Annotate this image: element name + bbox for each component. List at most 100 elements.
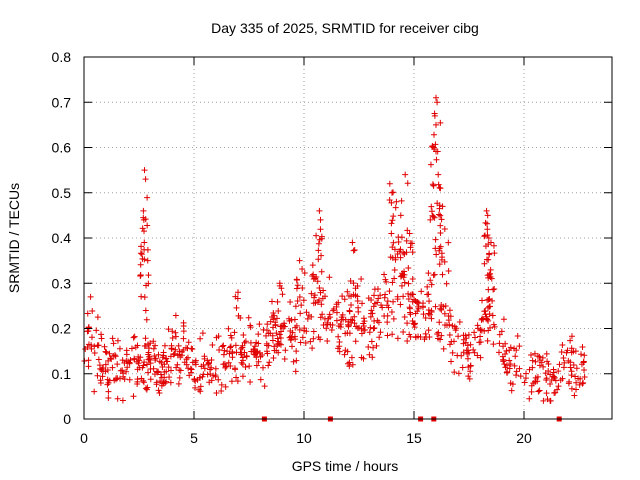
data-point — [335, 333, 342, 340]
data-point — [342, 316, 349, 323]
data-point — [257, 376, 264, 383]
data-point — [389, 331, 396, 338]
peak-cluster-point — [137, 261, 144, 268]
data-point — [465, 331, 472, 338]
peak-point — [435, 171, 442, 178]
data-point — [474, 352, 481, 359]
data-point — [110, 340, 117, 347]
data-point — [195, 386, 202, 393]
data-point — [385, 304, 392, 311]
data-point — [556, 361, 563, 368]
data-point — [563, 349, 570, 356]
data-point — [261, 383, 268, 390]
data-point — [369, 310, 376, 317]
data-point — [543, 350, 550, 357]
data-point — [528, 382, 535, 389]
data-point — [548, 377, 555, 384]
data-point — [204, 371, 211, 378]
data-point — [299, 285, 306, 292]
peak-cluster-point — [482, 243, 489, 250]
data-point — [437, 336, 444, 343]
data-point — [191, 375, 198, 382]
y-tick-label: 0.2 — [52, 321, 72, 337]
data-point — [114, 361, 121, 368]
peak-cluster-point — [311, 292, 318, 299]
peak-cluster-point — [318, 233, 325, 240]
data-point — [108, 356, 115, 363]
peak-point — [141, 167, 148, 174]
data-point — [328, 327, 335, 334]
data-point — [367, 324, 374, 331]
data-point — [390, 298, 397, 305]
data-point — [140, 362, 147, 369]
data-point — [131, 333, 138, 340]
data-point — [405, 264, 412, 271]
data-point — [513, 347, 520, 354]
data-point — [531, 350, 538, 357]
data-point — [370, 303, 377, 310]
peak-cluster-point — [404, 180, 411, 187]
data-point — [333, 301, 340, 308]
data-point — [466, 375, 473, 382]
peak-cluster-point — [482, 219, 489, 226]
peak-cluster-point — [237, 315, 244, 322]
data-point — [567, 364, 574, 371]
data-point — [333, 317, 340, 324]
data-point — [104, 376, 111, 383]
data-point — [147, 340, 154, 347]
data-point — [490, 286, 497, 293]
data-point — [487, 266, 494, 273]
data-point — [529, 357, 536, 364]
data-point — [434, 331, 441, 338]
data-point — [105, 357, 112, 364]
data-point — [414, 308, 421, 315]
data-point — [508, 387, 515, 394]
data-point — [341, 296, 348, 303]
data-point — [484, 297, 491, 304]
data-point — [160, 349, 167, 356]
data-point — [568, 385, 575, 392]
data-point — [253, 362, 260, 369]
peak-cluster-point — [293, 276, 300, 283]
data-point — [199, 330, 206, 337]
data-point — [254, 349, 261, 356]
data-point — [266, 359, 273, 366]
peak-cluster-point — [389, 217, 396, 224]
data-point — [104, 381, 111, 388]
peak-point — [488, 239, 494, 246]
peak-cluster-point — [436, 184, 443, 191]
data-point — [409, 298, 416, 305]
data-point — [273, 330, 280, 337]
data-point — [282, 347, 289, 354]
data-point — [366, 329, 373, 336]
y-tick-label: 0.3 — [52, 275, 72, 291]
peak-cluster-point — [403, 237, 410, 244]
data-point — [349, 361, 356, 368]
data-point — [467, 368, 474, 375]
data-point — [204, 357, 211, 364]
data-point — [88, 334, 95, 341]
peak-cluster-point — [84, 310, 91, 317]
data-point — [448, 358, 455, 365]
peak-cluster-point — [138, 243, 145, 250]
data-point — [247, 324, 254, 331]
data-point — [192, 384, 199, 391]
data-point — [537, 357, 544, 364]
data-point — [239, 373, 246, 380]
data-point — [228, 334, 235, 341]
data-point — [471, 349, 478, 356]
data-point — [555, 368, 562, 375]
data-point — [399, 271, 406, 278]
peak-cluster-point — [144, 194, 151, 201]
data-point — [381, 294, 388, 301]
data-point — [297, 339, 304, 346]
data-point — [246, 363, 253, 370]
data-point — [213, 389, 220, 396]
data-point — [536, 362, 543, 369]
peak-cluster-point — [437, 119, 444, 126]
data-point — [526, 395, 533, 402]
data-point — [477, 326, 484, 333]
peak-cluster-point — [390, 239, 397, 246]
data-point — [405, 296, 412, 303]
data-point — [578, 351, 585, 358]
